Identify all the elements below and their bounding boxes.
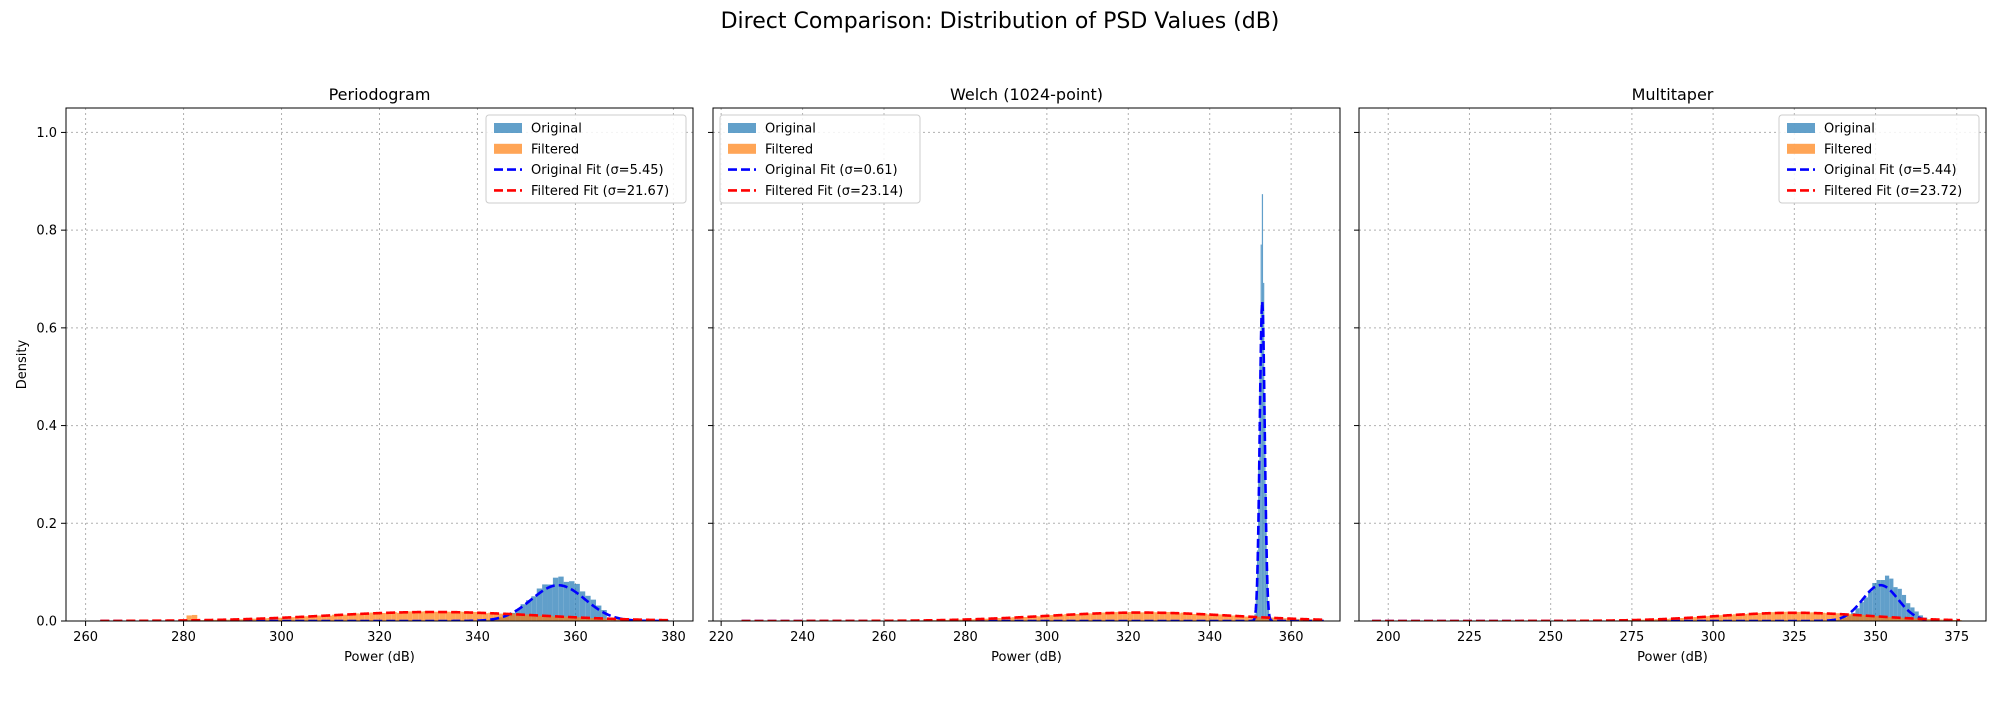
hist-bar bbox=[1885, 576, 1889, 621]
fit-line-original bbox=[742, 301, 1324, 621]
x-tick-label: 260 bbox=[73, 630, 98, 645]
legend: Original Filtered Original Fit (σ=5.44) Fil… bbox=[1779, 115, 1979, 203]
legend-swatch bbox=[728, 144, 756, 154]
hist-bar bbox=[1261, 245, 1262, 621]
y-tick-label: 0.2 bbox=[36, 517, 57, 532]
panel-title: Welch (1024-point) bbox=[950, 85, 1103, 104]
x-axis-label: Power (dB) bbox=[344, 650, 415, 665]
hist-bar bbox=[1889, 579, 1893, 621]
x-tick-label: 300 bbox=[269, 630, 294, 645]
x-tick-label: 320 bbox=[367, 630, 392, 645]
hist-bar bbox=[413, 612, 418, 621]
legend-swatch bbox=[728, 123, 756, 133]
hist-bar bbox=[187, 615, 192, 621]
hist-bar bbox=[1264, 395, 1265, 621]
x-tick-label: 300 bbox=[1701, 630, 1726, 645]
y-tick-label: 0.8 bbox=[36, 224, 57, 239]
x-tick-label: 280 bbox=[171, 630, 196, 645]
hist-bar bbox=[558, 577, 563, 621]
x-tick-label: 350 bbox=[1863, 630, 1888, 645]
x-tick-label: 280 bbox=[953, 630, 978, 645]
hist-bar bbox=[553, 578, 558, 621]
x-tick-label: 380 bbox=[661, 630, 686, 645]
x-tick-label: 220 bbox=[709, 630, 734, 645]
y-tick-label: 1.0 bbox=[36, 126, 57, 141]
x-tick-label: 240 bbox=[790, 630, 815, 645]
legend-label: Filtered bbox=[765, 142, 813, 157]
x-tick-label: 225 bbox=[1457, 630, 1482, 645]
x-tick-label: 325 bbox=[1782, 630, 1807, 645]
legend-label: Original bbox=[531, 122, 582, 137]
legend-label: Original Fit (σ=5.44) bbox=[1824, 163, 1957, 178]
legend-label: Original Fit (σ=5.45) bbox=[531, 163, 664, 178]
plot-area bbox=[100, 577, 668, 621]
plot-area bbox=[1372, 576, 1962, 621]
x-tick-label: 360 bbox=[1279, 630, 1304, 645]
x-axis-label: Power (dB) bbox=[1637, 650, 1708, 665]
legend-label: Filtered Fit (σ=21.67) bbox=[531, 184, 669, 199]
legend-label: Filtered bbox=[531, 142, 579, 157]
legend: Original Filtered Original Fit (σ=5.45) Fil… bbox=[486, 115, 686, 203]
legend-swatch bbox=[1787, 144, 1815, 154]
y-axis-label: Density bbox=[15, 339, 30, 389]
hist-bar bbox=[574, 584, 579, 621]
legend: Original Filtered Original Fit (σ=0.61) Fil… bbox=[720, 115, 920, 203]
panel-1: 220 240 260 280 300 320 340 360 Welch (1024-poin… bbox=[708, 85, 1340, 665]
x-tick-label: 320 bbox=[1116, 630, 1141, 645]
figure-suptitle: Direct Comparison: Distribution of PSD V… bbox=[0, 9, 2000, 34]
x-tick-label: 375 bbox=[1944, 630, 1969, 645]
x-tick-label: 360 bbox=[563, 630, 588, 645]
panel-title: Periodogram bbox=[329, 85, 431, 104]
legend-label: Filtered bbox=[1824, 142, 1872, 157]
x-tick-label: 260 bbox=[872, 630, 897, 645]
panel-2: 200 225 250 275 300 325 350 375 Multitaper Power … bbox=[1354, 85, 1986, 665]
y-tick-label: 0.6 bbox=[36, 321, 57, 336]
panel-title: Multitaper bbox=[1632, 85, 1714, 104]
legend-label: Original bbox=[765, 122, 816, 137]
plot-area bbox=[742, 194, 1324, 621]
legend-label: Filtered Fit (σ=23.72) bbox=[1824, 184, 1962, 199]
x-tick-label: 340 bbox=[1197, 630, 1222, 645]
hist-bar bbox=[1262, 194, 1263, 621]
legend-label: Original bbox=[1824, 122, 1875, 137]
y-tick-label: 0.4 bbox=[36, 419, 57, 434]
legend-swatch bbox=[494, 144, 522, 154]
x-axis-label: Power (dB) bbox=[991, 650, 1062, 665]
legend-swatch bbox=[1787, 123, 1815, 133]
x-tick-label: 200 bbox=[1376, 630, 1401, 645]
x-tick-label: 250 bbox=[1538, 630, 1563, 645]
legend-label: Filtered Fit (σ=23.14) bbox=[765, 184, 903, 199]
x-tick-label: 340 bbox=[465, 630, 490, 645]
hist-bar bbox=[569, 581, 574, 621]
x-tick-label: 300 bbox=[1034, 630, 1059, 645]
legend-label: Original Fit (σ=0.61) bbox=[765, 163, 898, 178]
hist-bar bbox=[407, 611, 412, 621]
hist-bar bbox=[1893, 587, 1897, 621]
y-tick-label: 0.0 bbox=[36, 615, 57, 630]
legend-swatch bbox=[494, 123, 522, 133]
x-tick-label: 275 bbox=[1619, 630, 1644, 645]
panel-0: 260 280 300 320 340 360 380 0.0 0.2 0.4 0.6 0.8 1.0 P… bbox=[15, 85, 693, 665]
